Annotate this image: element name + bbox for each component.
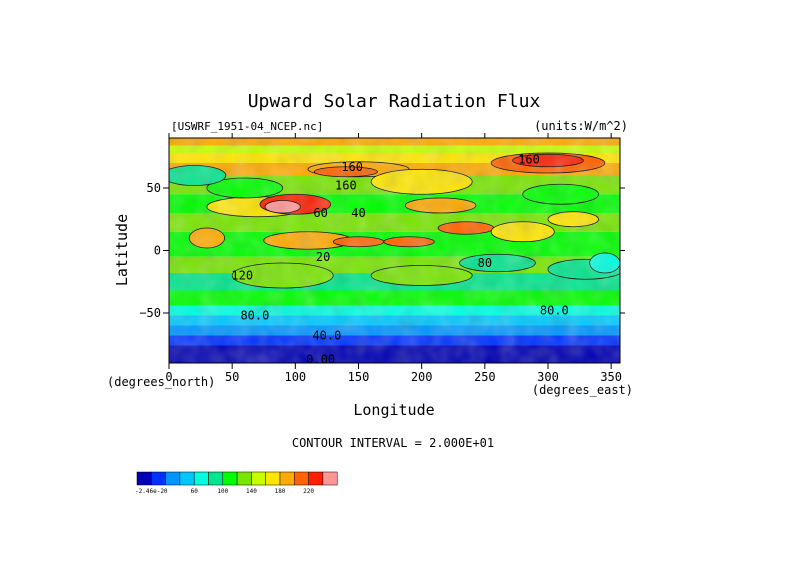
y-axis-label: Latitude xyxy=(113,214,131,286)
x-unit-label: (degrees_east) xyxy=(532,383,633,397)
contour-label: 80.0 xyxy=(540,304,569,318)
contour-label: 160 xyxy=(341,160,363,174)
contour-label: 80 xyxy=(478,256,492,270)
x-tick-label: 100 xyxy=(284,370,306,384)
contour-interval-text: CONTOUR INTERVAL = 2.000E+01 xyxy=(292,436,494,450)
colorbar-swatch xyxy=(308,471,324,486)
field-texture xyxy=(169,138,620,363)
colorbar-label: 100 xyxy=(217,488,228,495)
x-tick-label: 200 xyxy=(411,370,433,384)
colorbar-label: 140 xyxy=(246,488,257,495)
colorbar-swatch xyxy=(251,471,266,486)
x-tick-label: 350 xyxy=(600,370,622,384)
contour-label: 0.00 xyxy=(306,352,335,366)
chart-title: Upward Solar Radiation Flux xyxy=(248,91,541,112)
colorbar-swatch xyxy=(136,471,152,486)
x-tick-label: 0 xyxy=(165,370,172,384)
colorbar-swatch xyxy=(208,471,224,486)
colorbar-label: 180 xyxy=(275,488,286,495)
colorbar-swatch xyxy=(322,471,338,486)
contour-label: 160 xyxy=(335,179,357,193)
colorbar-label: 60 xyxy=(191,488,199,495)
x-tick-label: 150 xyxy=(348,370,370,384)
x-tick-label: 300 xyxy=(537,370,559,384)
colorbar-label: -2.46e-20 xyxy=(135,488,168,495)
y-tick-label: −50 xyxy=(139,306,161,320)
colorbar-swatch xyxy=(222,471,238,486)
colorbar-swatch xyxy=(265,471,281,486)
file-label: [USWRF_1951-04_NCEP.nc] xyxy=(171,120,323,133)
colorbar-swatch xyxy=(165,471,181,486)
contour-label: 120 xyxy=(231,269,253,283)
colorbar-label: 220 xyxy=(303,488,314,495)
y-tick-label: 0 xyxy=(154,244,161,258)
y-tick-label: 50 xyxy=(147,181,161,195)
colorbar-swatch xyxy=(179,471,195,486)
colorbar-swatch xyxy=(193,471,209,486)
x-axis-ticks: 0 50 100 150 200 250 300 350 xyxy=(165,133,622,384)
contour-label: 80.0 xyxy=(240,309,269,323)
units-label: (units:W/m^2) xyxy=(534,119,628,133)
contour-label: 60 xyxy=(313,206,327,220)
colorbar: -2.46e-20 60 100 140 180 220 xyxy=(135,471,338,495)
contour-label: 40.0 xyxy=(312,329,341,343)
x-axis-label: Longitude xyxy=(353,401,434,419)
colorbar-swatch xyxy=(236,471,252,486)
colorbar-swatch xyxy=(279,471,295,486)
colorbar-swatch xyxy=(294,471,309,486)
contour-label: 160 xyxy=(518,152,540,166)
x-tick-label: 250 xyxy=(474,370,496,384)
colorbar-swatch xyxy=(151,471,166,486)
contour-label: 40 xyxy=(351,206,365,220)
y-axis-ticks: 50 0 −50 xyxy=(139,181,625,320)
x-tick-label: 50 xyxy=(225,370,239,384)
y-unit-label: (degrees_north) xyxy=(107,375,215,389)
contour-label: 20 xyxy=(316,250,330,264)
flux-field xyxy=(169,138,620,363)
